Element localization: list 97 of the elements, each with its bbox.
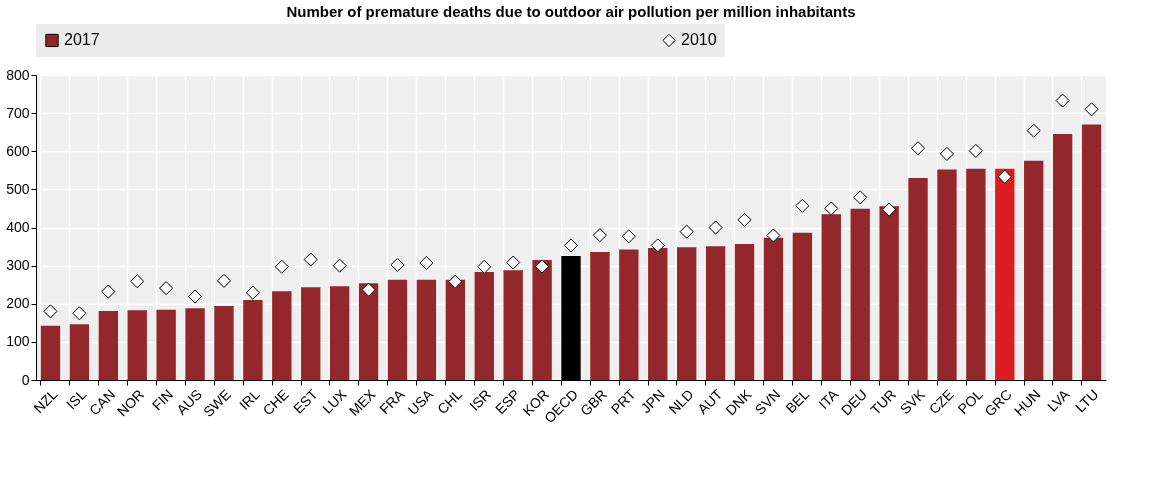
- x-tick-label: ISR: [466, 386, 495, 414]
- bar: [243, 299, 263, 380]
- point: [968, 143, 983, 158]
- point: [882, 202, 897, 217]
- legend-label: 2017: [64, 31, 100, 49]
- bar: [1052, 134, 1073, 380]
- point: [853, 190, 868, 205]
- point: [477, 259, 492, 274]
- bar: [474, 272, 494, 380]
- point: [535, 259, 550, 274]
- bar: [619, 249, 639, 380]
- bar: [387, 279, 408, 380]
- bar: [995, 168, 1015, 380]
- y-tick-label: 0: [21, 371, 30, 388]
- bar: [156, 309, 176, 380]
- bar: [705, 246, 726, 380]
- point: [390, 257, 405, 272]
- y-tick-label: 500: [6, 180, 30, 197]
- bar: [185, 308, 205, 380]
- point: [563, 238, 579, 253]
- bar: [937, 169, 957, 380]
- bar: [1081, 124, 1102, 380]
- x-tick-label: IRL: [236, 385, 263, 413]
- bar: [272, 291, 292, 380]
- point: [1055, 93, 1070, 108]
- point: [997, 169, 1012, 184]
- x-tick-label: POL: [954, 385, 986, 418]
- bar: [532, 259, 552, 380]
- bar: [358, 283, 379, 380]
- bar: [98, 310, 118, 380]
- y-tick-label: 300: [6, 257, 30, 274]
- bar: [40, 325, 61, 380]
- point: [737, 212, 752, 227]
- point: [43, 304, 58, 319]
- point: [939, 146, 954, 161]
- point: [303, 252, 318, 267]
- bar: [763, 237, 784, 380]
- y-tick-label: 200: [6, 295, 30, 312]
- x-tick-label: LTU: [1072, 386, 1102, 416]
- bar: [676, 247, 697, 380]
- chart-title: Number of premature deaths due to outdoor air pollution per million inhabitants: [286, 3, 856, 20]
- point: [911, 141, 926, 156]
- y-tick-label: 600: [6, 142, 30, 159]
- bar: [503, 270, 523, 380]
- bar: [69, 324, 90, 380]
- point: [419, 255, 434, 270]
- point: [72, 306, 87, 321]
- point: [188, 289, 203, 304]
- point: [130, 274, 145, 289]
- point: [824, 201, 839, 216]
- y-tick-label: 100: [6, 333, 30, 350]
- bar: [445, 279, 466, 380]
- point: [274, 259, 289, 274]
- x-tick-label: ISL: [63, 385, 90, 413]
- point: [650, 238, 665, 253]
- point: [621, 229, 636, 244]
- bar: [301, 287, 321, 380]
- x-tick-label: BEL: [782, 385, 813, 417]
- bar: [908, 177, 928, 380]
- point: [795, 198, 810, 213]
- point: [332, 258, 347, 273]
- x-tick-label: ITA: [815, 385, 842, 413]
- x-tick-label: LVA: [1043, 385, 1073, 415]
- x-tick-label: FIN: [148, 386, 177, 414]
- bar: [1024, 160, 1044, 380]
- bar: [127, 310, 147, 380]
- y-tick-label: 700: [6, 104, 30, 121]
- bar: [648, 248, 668, 380]
- bar: [590, 251, 610, 380]
- bar: [879, 206, 899, 380]
- x-tick-label: TUR: [867, 386, 900, 418]
- legend-label: 2010: [681, 31, 717, 49]
- y-tick-label: 400: [6, 219, 30, 235]
- point: [708, 220, 723, 235]
- point: [506, 255, 521, 270]
- bar: [329, 286, 350, 380]
- y-tick-label: 800: [6, 66, 30, 83]
- bar: [214, 306, 234, 380]
- bar: [734, 243, 755, 380]
- point: [361, 282, 376, 297]
- bar: [821, 214, 841, 380]
- point: [1026, 123, 1041, 138]
- bar: [416, 279, 437, 380]
- bar: [966, 168, 986, 380]
- point: [159, 281, 174, 296]
- point: [245, 285, 260, 300]
- bar: [850, 208, 870, 380]
- point: [679, 224, 694, 239]
- bar: [792, 232, 813, 380]
- point: [592, 228, 607, 243]
- point: [1084, 102, 1099, 117]
- point: [766, 228, 781, 243]
- x-tick-label: CHL: [434, 385, 466, 418]
- point: [101, 284, 116, 299]
- x-tick-label: NZL: [30, 385, 61, 417]
- point: [216, 273, 231, 288]
- point: [448, 274, 463, 289]
